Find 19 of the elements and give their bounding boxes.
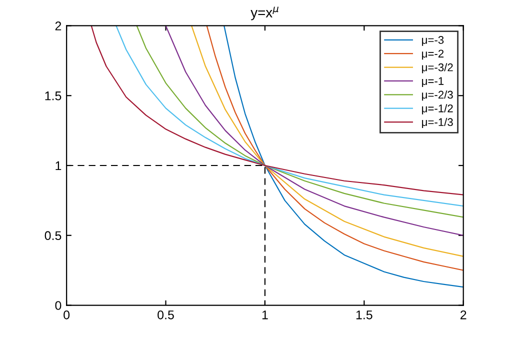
x-tick-label: 1.5 — [356, 310, 372, 320]
y-tick-label: 2 — [55, 22, 62, 30]
line-series — [165, 26, 464, 236]
x-tick-label: 0.5 — [158, 310, 174, 320]
x-tick-label: 1 — [262, 310, 268, 320]
chart-title: y=x$^{μ}$ — [250, 6, 278, 20]
legend-label: μ=-3 — [422, 36, 444, 46]
y-tick-label: 1.5 — [45, 92, 62, 100]
legend-label: μ=-3/2 — [422, 63, 453, 74]
y-tick-label: 0 — [55, 301, 62, 310]
x-tick-label: 0 — [64, 310, 70, 320]
legend-label: μ=-2 — [422, 50, 444, 60]
legend-label: μ=-1 — [422, 77, 444, 87]
y-tick-label: 1 — [56, 161, 62, 170]
legend-label: μ=-2/3 — [422, 90, 453, 101]
x-tick-label: 2 — [460, 310, 466, 320]
y-tick-label: 0.5 — [44, 231, 62, 240]
legend-label: μ=-1/3 — [422, 118, 453, 128]
legend-label: μ=-1/2 — [422, 104, 453, 114]
